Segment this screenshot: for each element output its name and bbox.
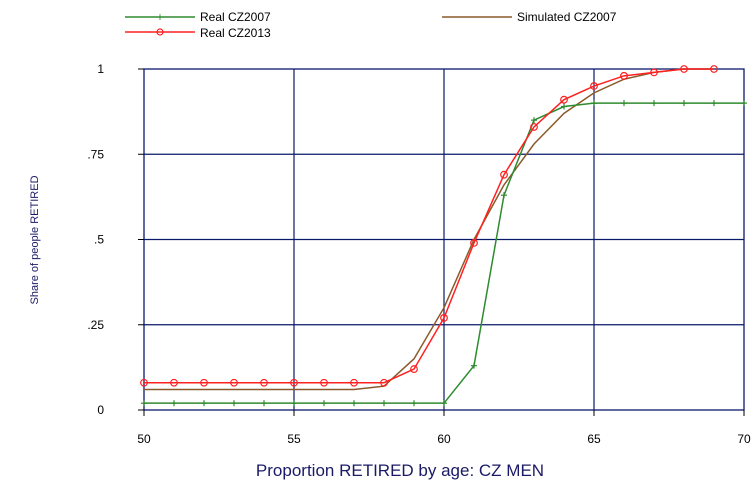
x-tick-label-50: 50 [137, 432, 151, 446]
point-real-cz2007-61 [471, 362, 477, 369]
point-real-cz2013-52 [200, 378, 208, 387]
point-real-cz2013-64 [560, 95, 568, 104]
point-real-cz2007-67 [651, 100, 657, 107]
point-real-cz2013-53 [230, 378, 238, 387]
point-real-cz2007-50 [141, 400, 147, 407]
point-real-cz2013-67 [650, 68, 658, 77]
point-real-cz2007-63 [531, 117, 537, 124]
legend-label-real-cz2013: Real CZ2013 [200, 26, 271, 40]
legend: + Real CZ2007 Simulated CZ2007 Real CZ20… [125, 10, 617, 40]
point-real-cz2013-54 [260, 378, 268, 387]
series-layer [140, 65, 747, 407]
point-real-cz2007-65 [591, 100, 597, 107]
point-real-cz2007-69 [711, 100, 717, 107]
grid [144, 69, 744, 410]
y-axis: 0 .25 .5 .75 1 [87, 62, 144, 417]
point-real-cz2007-58 [381, 400, 387, 407]
point-real-cz2013-68 [680, 65, 688, 73]
legend-label-real-cz2007: Real CZ2007 [200, 10, 271, 24]
point-real-cz2013-57 [350, 378, 358, 387]
point-real-cz2013-51 [170, 378, 178, 387]
point-real-cz2013-60 [440, 314, 448, 322]
point-real-cz2013-66 [620, 71, 628, 80]
point-real-cz2013-50 [140, 378, 148, 387]
point-real-cz2013-56 [320, 378, 328, 387]
y-tick-label-4: 1 [97, 62, 104, 76]
x-axis: 50 55 60 65 70 [137, 410, 751, 446]
point-real-cz2007-56 [321, 400, 327, 407]
point-real-cz2007-52 [201, 400, 207, 407]
point-real-cz2007-68 [681, 100, 687, 107]
point-real-cz2013-55 [290, 378, 298, 387]
y-tick-label-1: .25 [87, 318, 104, 332]
y-tick-label-2: .5 [94, 233, 104, 247]
series-line-real-cz2013 [144, 68, 714, 384]
point-real-cz2007-54 [261, 400, 267, 407]
x-tick-label-70: 70 [737, 432, 751, 446]
point-real-cz2007-51 [171, 400, 177, 407]
legend-mark-real-cz2013 [156, 28, 164, 36]
point-real-cz2007-55 [291, 400, 297, 407]
x-axis-label: Proportion RETIRED by age: CZ MEN [256, 461, 544, 480]
point-real-cz2007-53 [231, 400, 237, 407]
y-axis-label: Share of people RETIRED [29, 175, 41, 304]
y-tick-label-0: 0 [97, 403, 104, 417]
point-real-cz2007-64 [561, 103, 567, 110]
point-real-cz2007-59 [411, 400, 417, 407]
point-real-cz2013-61 [470, 239, 478, 247]
legend-label-simulated-cz2007: Simulated CZ2007 [517, 10, 617, 24]
y-tick-label-3: .75 [87, 147, 104, 161]
point-real-cz2013-59 [410, 365, 418, 373]
series-line-simulated-cz2007 [144, 68, 714, 391]
point-real-cz2007-57 [351, 400, 357, 407]
point-real-cz2013-58 [380, 378, 388, 387]
legend-mark-real-cz2007: + [156, 10, 163, 24]
point-real-cz2007-66 [621, 100, 627, 107]
x-tick-label-65: 65 [587, 432, 601, 446]
point-real-cz2007-60 [441, 400, 447, 407]
x-tick-label-55: 55 [287, 432, 301, 446]
point-real-cz2013-65 [590, 82, 598, 90]
point-real-cz2013-62 [500, 170, 508, 179]
point-real-cz2007-70 [741, 100, 747, 107]
point-real-cz2013-63 [530, 123, 538, 131]
x-tick-label-60: 60 [437, 432, 451, 446]
point-real-cz2007-62 [501, 192, 507, 199]
point-real-cz2013-69 [710, 65, 718, 73]
